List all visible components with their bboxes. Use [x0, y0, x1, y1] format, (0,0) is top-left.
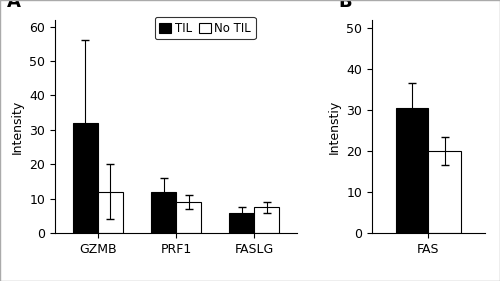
Bar: [254, 207, 280, 233]
Y-axis label: Intenstiy: Intenstiy: [328, 99, 340, 154]
Y-axis label: Intensity: Intensity: [10, 99, 24, 154]
Bar: [73, 123, 98, 233]
Bar: [428, 151, 462, 233]
Text: A: A: [6, 0, 20, 11]
Bar: [230, 212, 254, 233]
Bar: [151, 192, 176, 233]
Text: B: B: [338, 0, 351, 11]
Bar: [176, 202, 201, 233]
Legend: TIL, No TIL: TIL, No TIL: [154, 17, 256, 39]
Bar: [98, 192, 123, 233]
Bar: [396, 108, 428, 233]
